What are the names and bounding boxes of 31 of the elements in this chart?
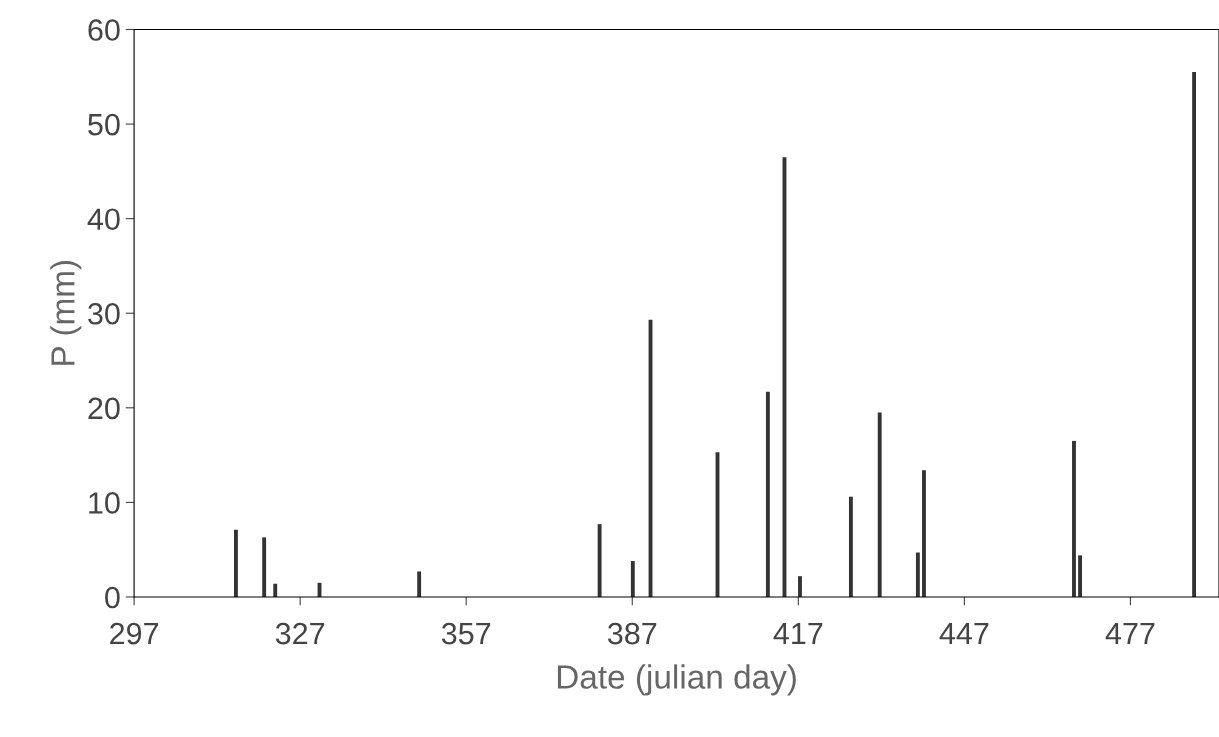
y-tick-label: 10 — [89, 492, 120, 514]
y-tick-label: 20 — [88, 397, 120, 420]
bar — [877, 412, 882, 597]
bar — [1192, 72, 1197, 597]
x-tick-label: 357 — [441, 622, 491, 645]
bar — [597, 524, 602, 597]
x-tick-label: 477 — [1105, 623, 1155, 645]
bar — [798, 576, 802, 597]
x-tick-label: 297 — [110, 622, 159, 645]
x-tick-label: 327 — [275, 622, 325, 645]
y-tick-label: 0 — [105, 586, 120, 609]
x-tick-label: 447 — [939, 623, 989, 645]
y-tick-label: 40 — [87, 208, 120, 231]
bar — [262, 537, 267, 597]
bar — [1072, 440, 1076, 597]
y-tick-label: 50 — [88, 113, 120, 136]
y-tick-label: 60 — [88, 19, 120, 41]
y-tick-label: 30 — [88, 302, 120, 325]
x-tick-label: 387 — [607, 622, 657, 645]
bar — [234, 529, 238, 597]
bar — [1078, 555, 1082, 597]
x-axis-title: Date (julian day) — [557, 664, 796, 696]
y-axis-title: P (mm) — [50, 260, 82, 365]
x-tick-label: 417 — [773, 623, 823, 645]
bar — [417, 571, 422, 597]
bar — [765, 391, 770, 597]
bar — [848, 496, 853, 597]
bar — [915, 552, 920, 597]
bar — [273, 583, 278, 597]
bar — [922, 470, 926, 597]
bar — [630, 561, 635, 597]
